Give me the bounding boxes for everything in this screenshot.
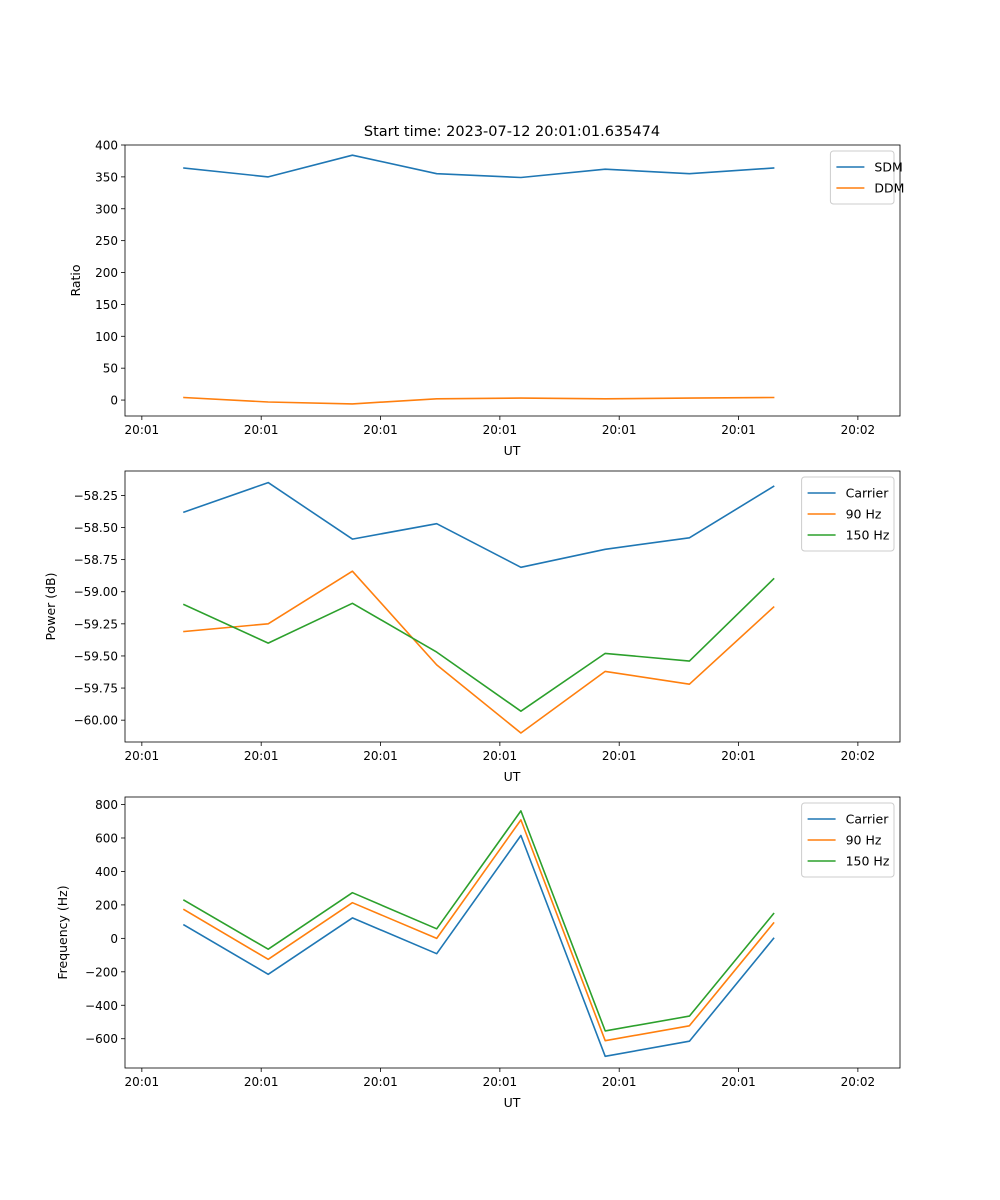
frequency-x-tick-label: 20:02: [841, 1075, 876, 1089]
power-legend-label: 90 Hz: [846, 507, 882, 522]
ratio-legend-label: DDM: [874, 181, 904, 196]
power-legend: [801, 476, 895, 552]
ratio-x-tick-label: 20:01: [125, 423, 160, 437]
power-y-tick-label: −58.25: [74, 489, 118, 503]
frequency-legend-label: Carrier: [846, 812, 890, 827]
ratio-x-tick-label: 20:01: [363, 423, 398, 437]
power-series-line-carrier: [182, 481, 775, 569]
ratio-y-tick-label: 300: [95, 202, 118, 216]
power-series-line-150-hz: [182, 577, 775, 713]
frequency-x-axis-label: UT: [504, 1095, 521, 1110]
power-x-tick-label: 20:01: [721, 749, 756, 763]
frequency-x-tick-label: 20:01: [363, 1075, 398, 1089]
ratio-x-axis-label: UT: [504, 443, 521, 458]
ratio-x-tick-label: 20:02: [841, 423, 876, 437]
power-x-tick-label: 20:02: [841, 749, 876, 763]
frequency-y-tick-label: −400: [85, 999, 118, 1013]
ratio-series-line-sdm: [183, 154, 775, 179]
ratio-x-tick-label: 20:01: [602, 423, 637, 437]
ratio-x-tick-label: 20:01: [244, 423, 279, 437]
frequency-x-tick-label: 20:01: [244, 1075, 279, 1089]
frequency-x-tick-label: 20:01: [602, 1075, 637, 1089]
power-legend-label: 150 Hz: [846, 528, 890, 543]
power-axes-frame: [124, 470, 901, 743]
ratio-y-tick-label: 150: [95, 298, 118, 312]
ratio-x-tick-label: 20:01: [721, 423, 756, 437]
frequency-legend-label: 150 Hz: [846, 854, 890, 869]
frequency-y-tick-label: −600: [85, 1032, 118, 1046]
ratio-y-tick-label: 50: [103, 362, 118, 376]
power-y-tick-label: −59.00: [74, 585, 118, 599]
frequency-y-tick-label: 200: [95, 898, 118, 912]
frequency-panel: 20:01 20:01 20:01 20:01 20:01 20:01 20:02 −600 −…: [55, 796, 901, 1110]
frequency-series-line-150-hz: [182, 810, 775, 1032]
power-x-axis-label: UT: [504, 769, 521, 784]
ratio-y-tick-label: 200: [95, 266, 118, 280]
frequency-y-tick-label: 600: [95, 831, 118, 845]
frequency-y-tick-label: 800: [95, 798, 118, 812]
ratio-y-tick-label: 400: [95, 139, 118, 153]
power-y-tick-label: −60.00: [74, 714, 118, 728]
frequency-x-tick-label: 20:01: [125, 1075, 160, 1089]
frequency-legend: [801, 802, 895, 878]
frequency-series-line-carrier: [182, 834, 775, 1058]
power-y-tick-label: −59.75: [74, 682, 118, 696]
power-y-tick-label: −58.50: [74, 521, 118, 535]
power-y-tick-label: −59.50: [74, 649, 118, 663]
frequency-axes-frame: [124, 796, 901, 1069]
frequency-x-tick-label: 20:01: [721, 1075, 756, 1089]
frequency-series-line-90-hz: [182, 819, 775, 1042]
ratio-legend: [829, 150, 895, 205]
ratio-y-tick-label: 350: [95, 170, 118, 184]
ratio-y-tick-label: 0: [110, 394, 118, 408]
ratio-panel: 20:01 20:01 20:01 20:01 20:01 20:01 20:02 0 50 10…: [68, 139, 904, 459]
power-legend-label: Carrier: [846, 486, 890, 501]
ratio-y-tick-label: 250: [95, 234, 118, 248]
frequency-legend-label: 90 Hz: [846, 833, 882, 848]
power-x-tick-label: 20:01: [244, 749, 279, 763]
power-series-line-90-hz: [183, 570, 775, 734]
figure-title: Start time: 2023-07-12 20:01:01.635474: [364, 124, 660, 140]
ratio-legend-label: SDM: [874, 160, 902, 175]
frequency-y-tick-label: 0: [110, 932, 118, 946]
power-x-tick-label: 20:01: [602, 749, 637, 763]
power-x-tick-label: 20:01: [363, 749, 398, 763]
power-x-tick-label: 20:01: [125, 749, 160, 763]
power-y-axis-label: Power (dB): [43, 572, 58, 640]
power-panel: 20:01 20:01 20:01 20:01 20:01 20:01 20:02 −60.0…: [43, 470, 901, 784]
frequency-x-tick-label: 20:01: [483, 1075, 518, 1089]
power-y-tick-label: −58.75: [74, 553, 118, 567]
ratio-x-tick-label: 20:01: [483, 423, 518, 437]
frequency-y-tick-label: 400: [95, 865, 118, 879]
power-x-tick-label: 20:01: [483, 749, 518, 763]
frequency-y-axis-label: Frequency (Hz): [55, 885, 70, 979]
power-y-tick-label: −59.25: [74, 617, 118, 631]
ratio-series-line-ddm: [183, 396, 775, 405]
ratio-y-tick-label: 100: [95, 330, 118, 344]
frequency-y-tick-label: −200: [85, 965, 118, 979]
ratio-axes-frame: [124, 144, 901, 417]
ratio-y-axis-label: Ratio: [68, 264, 83, 296]
